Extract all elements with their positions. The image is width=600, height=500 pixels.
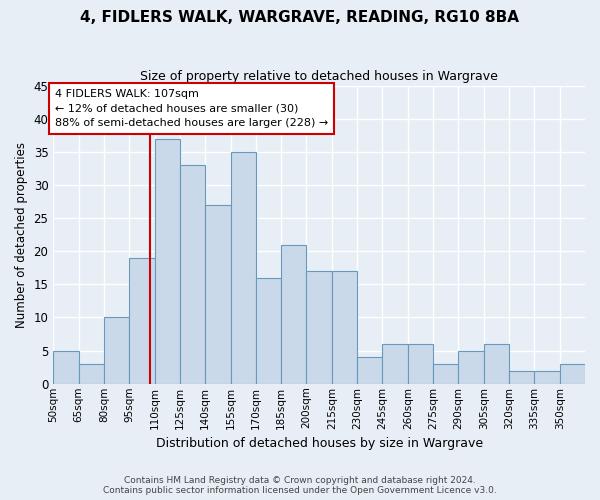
Bar: [205, 205, 230, 384]
Bar: [256, 278, 281, 384]
Text: 4, FIDLERS WALK, WARGRAVE, READING, RG10 8BA: 4, FIDLERS WALK, WARGRAVE, READING, RG10…: [80, 10, 520, 25]
Bar: [307, 271, 332, 384]
Bar: [230, 152, 256, 384]
Bar: [332, 271, 357, 384]
Y-axis label: Number of detached properties: Number of detached properties: [15, 142, 28, 328]
X-axis label: Distribution of detached houses by size in Wargrave: Distribution of detached houses by size …: [155, 437, 483, 450]
Bar: [408, 344, 433, 384]
Bar: [535, 370, 560, 384]
Bar: [180, 165, 205, 384]
Text: Contains HM Land Registry data © Crown copyright and database right 2024.
Contai: Contains HM Land Registry data © Crown c…: [103, 476, 497, 495]
Bar: [560, 364, 585, 384]
Bar: [382, 344, 408, 384]
Text: 4 FIDLERS WALK: 107sqm
← 12% of detached houses are smaller (30)
88% of semi-det: 4 FIDLERS WALK: 107sqm ← 12% of detached…: [55, 89, 328, 128]
Bar: [509, 370, 535, 384]
Bar: [433, 364, 458, 384]
Bar: [53, 350, 79, 384]
Bar: [281, 244, 307, 384]
Bar: [357, 358, 382, 384]
Bar: [458, 350, 484, 384]
Bar: [104, 318, 129, 384]
Bar: [79, 364, 104, 384]
Bar: [484, 344, 509, 384]
Bar: [155, 138, 180, 384]
Bar: [129, 258, 155, 384]
Title: Size of property relative to detached houses in Wargrave: Size of property relative to detached ho…: [140, 70, 498, 83]
